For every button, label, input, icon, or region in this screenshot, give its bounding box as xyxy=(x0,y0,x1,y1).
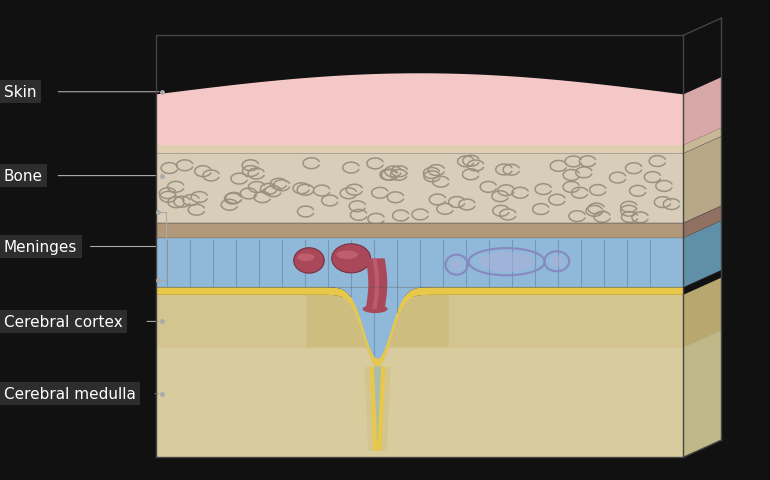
Polygon shape xyxy=(372,259,379,309)
Text: Cerebral medulla: Cerebral medulla xyxy=(4,386,136,401)
Text: Cerebral cortex: Cerebral cortex xyxy=(4,314,122,329)
Ellipse shape xyxy=(336,251,358,260)
Text: Bone: Bone xyxy=(4,169,43,184)
Ellipse shape xyxy=(332,244,370,273)
Polygon shape xyxy=(156,297,683,457)
Ellipse shape xyxy=(363,305,387,313)
Polygon shape xyxy=(683,280,721,457)
Ellipse shape xyxy=(297,254,314,262)
Polygon shape xyxy=(683,78,721,146)
Ellipse shape xyxy=(293,248,324,274)
Polygon shape xyxy=(683,137,721,224)
Text: Meninges: Meninges xyxy=(4,240,77,254)
Polygon shape xyxy=(364,367,390,451)
Text: Skin: Skin xyxy=(4,85,36,100)
Polygon shape xyxy=(156,288,683,367)
Ellipse shape xyxy=(450,259,464,271)
Polygon shape xyxy=(156,154,683,224)
Polygon shape xyxy=(156,295,683,367)
Polygon shape xyxy=(156,146,683,154)
Polygon shape xyxy=(306,295,449,367)
Polygon shape xyxy=(370,367,386,451)
Ellipse shape xyxy=(478,252,535,272)
Ellipse shape xyxy=(549,256,564,268)
Polygon shape xyxy=(156,74,683,146)
Polygon shape xyxy=(156,239,683,359)
Polygon shape xyxy=(156,224,683,239)
Polygon shape xyxy=(683,221,721,288)
Polygon shape xyxy=(366,259,387,309)
Polygon shape xyxy=(683,129,721,154)
Polygon shape xyxy=(683,278,721,348)
Polygon shape xyxy=(373,367,381,451)
Polygon shape xyxy=(683,206,721,239)
